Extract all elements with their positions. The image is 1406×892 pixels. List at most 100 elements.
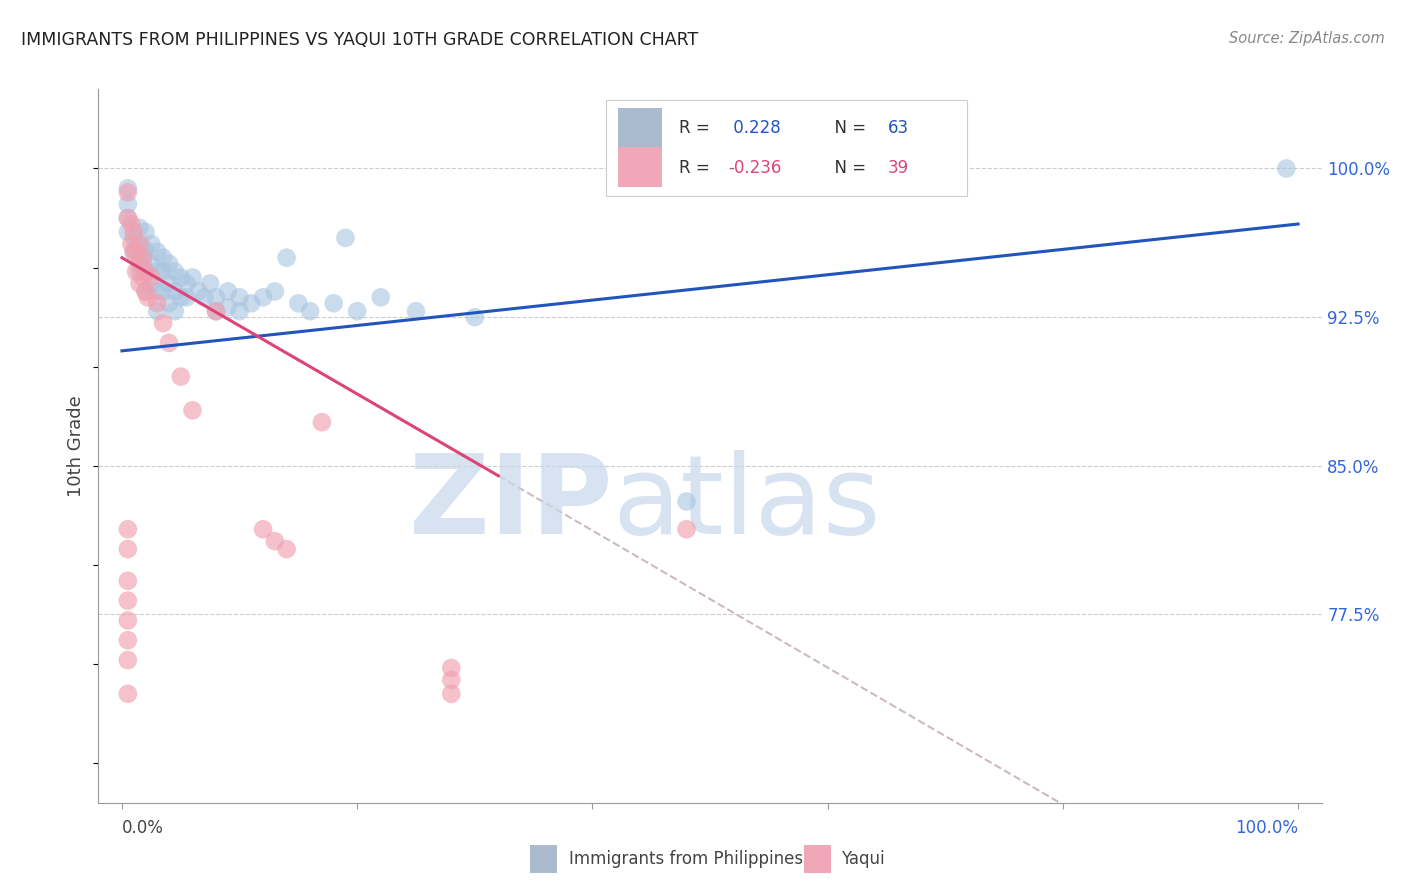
Point — [252, 522, 274, 536]
Point — [134, 285, 156, 299]
Text: atlas: atlas — [612, 450, 880, 557]
Point — [370, 290, 392, 304]
Point — [136, 290, 159, 304]
Point — [141, 257, 163, 271]
Point — [134, 225, 156, 239]
Point — [299, 304, 322, 318]
Point — [146, 285, 169, 299]
Point — [117, 211, 139, 225]
Text: 39: 39 — [887, 159, 908, 177]
Point — [117, 225, 139, 239]
Y-axis label: 10th Grade: 10th Grade — [67, 395, 86, 497]
Point — [311, 415, 333, 429]
Point — [205, 304, 228, 318]
Point — [128, 277, 150, 291]
Point — [132, 270, 155, 285]
Text: IMMIGRANTS FROM PHILIPPINES VS YAQUI 10TH GRADE CORRELATION CHART: IMMIGRANTS FROM PHILIPPINES VS YAQUI 10T… — [21, 31, 699, 49]
Point — [1275, 161, 1298, 176]
Point — [181, 270, 204, 285]
Point — [146, 296, 169, 310]
Point — [163, 264, 186, 278]
Point — [132, 241, 155, 255]
Point — [117, 614, 139, 628]
Text: Yaqui: Yaqui — [841, 850, 884, 868]
Point — [163, 285, 186, 299]
Point — [187, 285, 209, 299]
Point — [440, 661, 463, 675]
Point — [125, 264, 148, 278]
Point — [287, 296, 309, 310]
Text: R =: R = — [679, 120, 716, 137]
Point — [128, 257, 150, 271]
Point — [157, 296, 180, 310]
Point — [170, 290, 193, 304]
Point — [263, 285, 285, 299]
Point — [120, 217, 142, 231]
Point — [152, 264, 174, 278]
Point — [122, 244, 145, 259]
Point — [141, 270, 163, 285]
Point — [228, 290, 250, 304]
Point — [117, 593, 139, 607]
Point — [675, 522, 697, 536]
Text: N =: N = — [824, 159, 872, 177]
Point — [157, 277, 180, 291]
Point — [217, 300, 239, 314]
Point — [117, 181, 139, 195]
Point — [276, 542, 298, 557]
Point — [122, 244, 145, 259]
Point — [117, 653, 139, 667]
Point — [863, 165, 886, 179]
Point — [839, 165, 862, 179]
Text: Source: ZipAtlas.com: Source: ZipAtlas.com — [1229, 31, 1385, 46]
Point — [205, 304, 228, 318]
Point — [122, 231, 145, 245]
Text: N =: N = — [824, 120, 872, 137]
Point — [163, 304, 186, 318]
Point — [125, 241, 148, 255]
Point — [152, 316, 174, 330]
Point — [198, 277, 221, 291]
Point — [157, 335, 180, 350]
FancyBboxPatch shape — [619, 108, 662, 148]
Point — [152, 251, 174, 265]
Point — [176, 277, 198, 291]
Point — [464, 310, 486, 325]
Point — [134, 244, 156, 259]
Point — [117, 186, 139, 200]
Text: ZIP: ZIP — [409, 450, 612, 557]
Point — [346, 304, 368, 318]
Point — [117, 633, 139, 648]
Point — [128, 221, 150, 235]
Point — [217, 285, 239, 299]
Point — [176, 290, 198, 304]
Point — [132, 257, 155, 271]
Point — [141, 236, 163, 251]
Point — [322, 296, 344, 310]
Point — [117, 211, 139, 225]
Point — [152, 285, 174, 299]
Point — [335, 231, 357, 245]
Point — [252, 290, 274, 304]
Point — [181, 403, 204, 417]
Point — [125, 244, 148, 259]
Point — [117, 522, 139, 536]
Point — [240, 296, 263, 310]
Text: Immigrants from Philippines: Immigrants from Philippines — [569, 850, 804, 868]
Point — [440, 687, 463, 701]
FancyBboxPatch shape — [606, 100, 967, 196]
Text: 100.0%: 100.0% — [1234, 819, 1298, 837]
Point — [675, 494, 697, 508]
Point — [146, 264, 169, 278]
Point — [120, 236, 142, 251]
Point — [117, 574, 139, 588]
Point — [117, 197, 139, 211]
Point — [134, 264, 156, 278]
FancyBboxPatch shape — [619, 147, 662, 187]
Point — [128, 251, 150, 265]
Text: 0.228: 0.228 — [728, 120, 782, 137]
Point — [263, 534, 285, 549]
Text: R =: R = — [679, 159, 716, 177]
Point — [193, 290, 215, 304]
Point — [128, 236, 150, 251]
